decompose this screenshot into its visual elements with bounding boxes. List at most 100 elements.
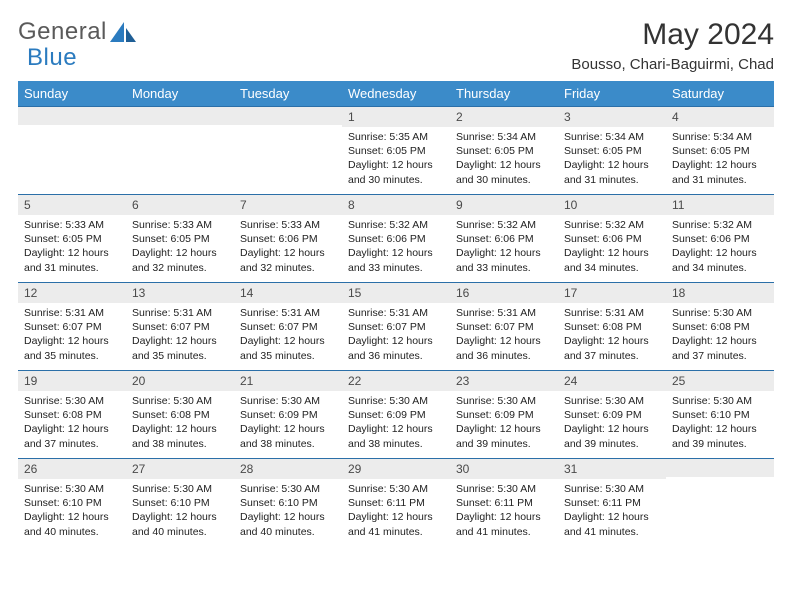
day-details: Sunrise: 5:30 AMSunset: 6:09 PMDaylight:… (450, 391, 558, 455)
sunset-text: Sunset: 6:08 PM (564, 320, 660, 334)
day-number: 26 (18, 459, 126, 479)
calendar-cell: 18Sunrise: 5:30 AMSunset: 6:08 PMDayligh… (666, 283, 774, 371)
sunrise-text: Sunrise: 5:34 AM (456, 130, 552, 144)
sunset-text: Sunset: 6:05 PM (564, 144, 660, 158)
sunset-text: Sunset: 6:10 PM (24, 496, 120, 510)
sunrise-text: Sunrise: 5:30 AM (132, 394, 228, 408)
sunrise-text: Sunrise: 5:35 AM (348, 130, 444, 144)
daylight-text: and 39 minutes. (672, 437, 768, 451)
daylight-text: and 37 minutes. (564, 349, 660, 363)
daylight-text: and 38 minutes. (132, 437, 228, 451)
location-text: Bousso, Chari-Baguirmi, Chad (571, 56, 774, 73)
calendar-cell: 17Sunrise: 5:31 AMSunset: 6:08 PMDayligh… (558, 283, 666, 371)
logo-blue-wrap: Blue (27, 44, 77, 72)
sunrise-text: Sunrise: 5:31 AM (456, 306, 552, 320)
dayhead-sat: Saturday (666, 81, 774, 107)
sunset-text: Sunset: 6:06 PM (672, 232, 768, 246)
day-number: 4 (666, 107, 774, 127)
daylight-text: and 40 minutes. (132, 525, 228, 539)
sunrise-text: Sunrise: 5:30 AM (24, 482, 120, 496)
empty-daynum (234, 107, 342, 125)
day-details: Sunrise: 5:30 AMSunset: 6:10 PMDaylight:… (666, 391, 774, 455)
day-number: 5 (18, 195, 126, 215)
day-number: 31 (558, 459, 666, 479)
daylight-text: and 34 minutes. (564, 261, 660, 275)
day-header-row: Sunday Monday Tuesday Wednesday Thursday… (18, 81, 774, 107)
dayhead-thu: Thursday (450, 81, 558, 107)
sunset-text: Sunset: 6:11 PM (348, 496, 444, 510)
day-details: Sunrise: 5:32 AMSunset: 6:06 PMDaylight:… (450, 215, 558, 279)
daylight-text: Daylight: 12 hours (132, 422, 228, 436)
sunrise-text: Sunrise: 5:33 AM (132, 218, 228, 232)
sunrise-text: Sunrise: 5:30 AM (564, 394, 660, 408)
day-number: 22 (342, 371, 450, 391)
sunset-text: Sunset: 6:08 PM (672, 320, 768, 334)
day-number: 14 (234, 283, 342, 303)
sunset-text: Sunset: 6:05 PM (672, 144, 768, 158)
calendar-cell: 28Sunrise: 5:30 AMSunset: 6:10 PMDayligh… (234, 459, 342, 547)
daylight-text: and 36 minutes. (456, 349, 552, 363)
daylight-text: and 32 minutes. (240, 261, 336, 275)
calendar-page: General May 2024 Bousso, Chari-Baguirmi,… (0, 0, 792, 547)
day-details: Sunrise: 5:31 AMSunset: 6:07 PMDaylight:… (18, 303, 126, 367)
day-number: 29 (342, 459, 450, 479)
sunset-text: Sunset: 6:05 PM (24, 232, 120, 246)
daylight-text: and 41 minutes. (564, 525, 660, 539)
calendar-cell: 22Sunrise: 5:30 AMSunset: 6:09 PMDayligh… (342, 371, 450, 459)
daylight-text: and 35 minutes. (240, 349, 336, 363)
sunset-text: Sunset: 6:07 PM (132, 320, 228, 334)
empty-daynum (18, 107, 126, 125)
day-number: 24 (558, 371, 666, 391)
daylight-text: and 32 minutes. (132, 261, 228, 275)
sunrise-text: Sunrise: 5:31 AM (24, 306, 120, 320)
dayhead-fri: Friday (558, 81, 666, 107)
daylight-text: and 40 minutes. (24, 525, 120, 539)
day-number: 11 (666, 195, 774, 215)
sunrise-text: Sunrise: 5:30 AM (456, 394, 552, 408)
daylight-text: and 31 minutes. (24, 261, 120, 275)
daylight-text: Daylight: 12 hours (456, 334, 552, 348)
calendar-cell: 7Sunrise: 5:33 AMSunset: 6:06 PMDaylight… (234, 195, 342, 283)
sunset-text: Sunset: 6:08 PM (24, 408, 120, 422)
daylight-text: and 41 minutes. (456, 525, 552, 539)
daylight-text: Daylight: 12 hours (456, 246, 552, 260)
day-number: 6 (126, 195, 234, 215)
day-details: Sunrise: 5:30 AMSunset: 6:09 PMDaylight:… (234, 391, 342, 455)
calendar-cell: 9Sunrise: 5:32 AMSunset: 6:06 PMDaylight… (450, 195, 558, 283)
sunset-text: Sunset: 6:06 PM (456, 232, 552, 246)
daylight-text: and 31 minutes. (672, 173, 768, 187)
day-number: 18 (666, 283, 774, 303)
sunset-text: Sunset: 6:10 PM (132, 496, 228, 510)
sunset-text: Sunset: 6:09 PM (240, 408, 336, 422)
calendar-cell: 16Sunrise: 5:31 AMSunset: 6:07 PMDayligh… (450, 283, 558, 371)
daylight-text: Daylight: 12 hours (456, 510, 552, 524)
calendar-cell: 4Sunrise: 5:34 AMSunset: 6:05 PMDaylight… (666, 107, 774, 195)
calendar-cell: 8Sunrise: 5:32 AMSunset: 6:06 PMDaylight… (342, 195, 450, 283)
day-number: 7 (234, 195, 342, 215)
sunset-text: Sunset: 6:07 PM (456, 320, 552, 334)
calendar-cell: 21Sunrise: 5:30 AMSunset: 6:09 PMDayligh… (234, 371, 342, 459)
sunset-text: Sunset: 6:06 PM (240, 232, 336, 246)
sunset-text: Sunset: 6:06 PM (564, 232, 660, 246)
calendar-cell: 11Sunrise: 5:32 AMSunset: 6:06 PMDayligh… (666, 195, 774, 283)
sunset-text: Sunset: 6:06 PM (348, 232, 444, 246)
sunset-text: Sunset: 6:09 PM (348, 408, 444, 422)
daylight-text: and 41 minutes. (348, 525, 444, 539)
daylight-text: Daylight: 12 hours (132, 510, 228, 524)
logo-sail-icon (110, 22, 136, 42)
sunrise-text: Sunrise: 5:31 AM (348, 306, 444, 320)
day-number: 10 (558, 195, 666, 215)
day-details: Sunrise: 5:33 AMSunset: 6:05 PMDaylight:… (126, 215, 234, 279)
day-number: 28 (234, 459, 342, 479)
daylight-text: Daylight: 12 hours (564, 158, 660, 172)
daylight-text: and 30 minutes. (456, 173, 552, 187)
calendar-cell: 6Sunrise: 5:33 AMSunset: 6:05 PMDaylight… (126, 195, 234, 283)
daylight-text: and 34 minutes. (672, 261, 768, 275)
daylight-text: Daylight: 12 hours (348, 510, 444, 524)
day-details: Sunrise: 5:33 AMSunset: 6:05 PMDaylight:… (18, 215, 126, 279)
calendar-cell: 29Sunrise: 5:30 AMSunset: 6:11 PMDayligh… (342, 459, 450, 547)
day-details: Sunrise: 5:34 AMSunset: 6:05 PMDaylight:… (558, 127, 666, 191)
daylight-text: and 39 minutes. (564, 437, 660, 451)
daylight-text: Daylight: 12 hours (564, 510, 660, 524)
daylight-text: and 39 minutes. (456, 437, 552, 451)
